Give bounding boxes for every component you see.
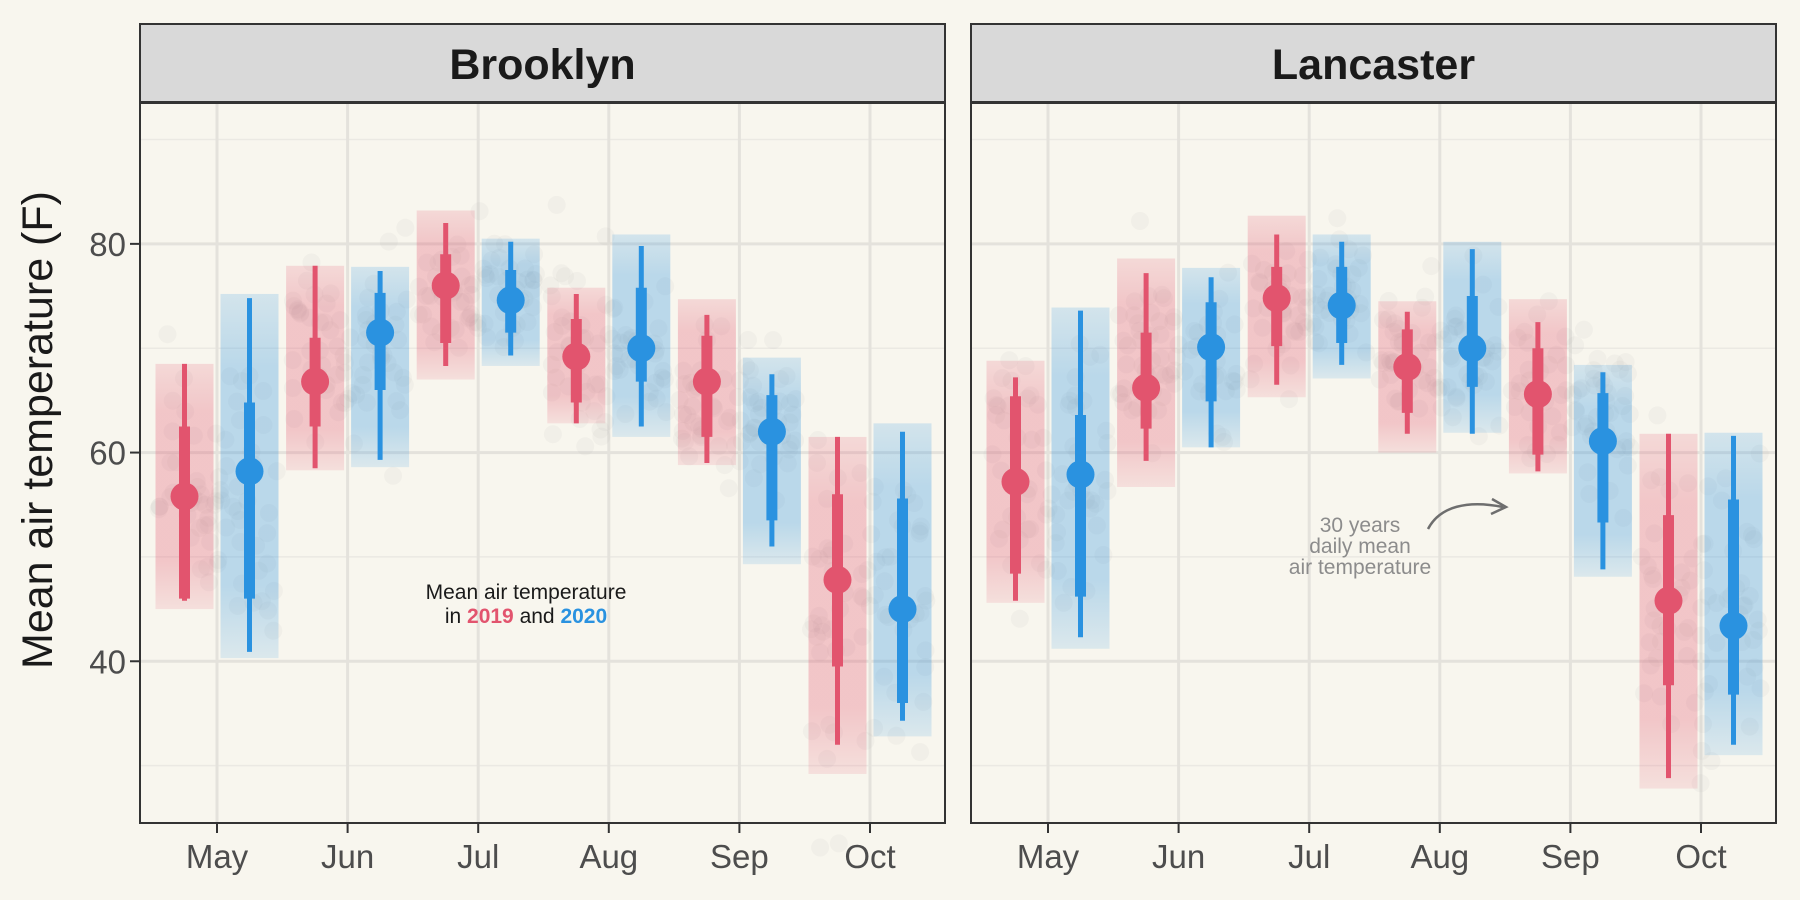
historical-point [552, 264, 571, 283]
historical-point [1588, 349, 1607, 368]
annotation-line: daily mean [1309, 535, 1411, 558]
mean-point [888, 595, 917, 624]
historical-point [1328, 209, 1347, 228]
panel-lancaster: Lancaster May Jun Jul Aug Sep Oct [970, 23, 1777, 875]
y-tick-label: 80 [89, 226, 126, 263]
mean-point [823, 565, 852, 594]
series-2019 [155, 210, 867, 774]
series-2019 [986, 215, 1698, 789]
panel-brooklyn: Brooklyn May Jun Jul Aug Sep Oct 40 60 80 [89, 23, 946, 875]
historical-point [1422, 257, 1441, 276]
mean-point [431, 271, 460, 300]
x-tick-label: Jun [321, 838, 374, 875]
mean-point [1654, 586, 1683, 615]
mean-point [1066, 460, 1095, 489]
mean-point [301, 367, 330, 396]
mean-point [757, 417, 786, 446]
historical-point [739, 331, 757, 349]
historical-point [543, 425, 562, 444]
x-tick-label: Jul [457, 838, 499, 875]
x-tick-label: May [1017, 838, 1080, 875]
annotation-arrow [1426, 503, 1504, 530]
historical-point [547, 195, 566, 214]
panel-strip [139, 23, 946, 103]
historical-point [591, 420, 610, 439]
historical-point [1010, 609, 1029, 628]
x-tick-label: Sep [1541, 838, 1600, 875]
historical-point [576, 437, 595, 456]
mean-point [1262, 284, 1291, 313]
historical-point [568, 272, 586, 290]
historical-point [719, 479, 738, 498]
y-tick-label: 60 [89, 435, 126, 472]
historical-point [1566, 336, 1585, 355]
panels-layer: Brooklyn May Jun Jul Aug Sep Oct 40 60 80 Lancaste… [89, 23, 1777, 875]
panel-border [139, 102, 946, 824]
historical-point [379, 232, 398, 251]
annotation-line: 30 years [1320, 514, 1401, 537]
historical-point [911, 743, 930, 762]
series-2020 [1051, 234, 1763, 756]
mean-point [366, 318, 395, 347]
historical-point [1131, 212, 1149, 230]
mean-point [235, 457, 264, 486]
mean-point [1523, 380, 1552, 409]
mean-point [496, 286, 525, 315]
x-tick-label: Oct [1675, 838, 1726, 875]
mean-point [1588, 427, 1617, 456]
x-tick-label: Aug [1410, 838, 1469, 875]
historical-point [1574, 320, 1593, 339]
historical-point [396, 218, 415, 237]
annotation-arrowhead [1490, 497, 1509, 516]
x-tick-label: Oct [844, 838, 895, 875]
x-tick-label: Sep [710, 838, 769, 875]
historical-point [592, 427, 611, 446]
mean-point [1001, 467, 1030, 496]
historical-point [1648, 406, 1667, 425]
panel-strip [970, 23, 1777, 103]
historical-point [829, 834, 848, 853]
x-tick-label: Jun [1152, 838, 1205, 875]
mean-point [1132, 373, 1161, 402]
historical-point [556, 267, 574, 286]
y-tick-label: 40 [89, 643, 126, 680]
series-2020 [220, 234, 932, 737]
y-axis-title: Mean air temperature (F) [14, 191, 62, 669]
historical-point [1702, 752, 1721, 771]
historical-point [596, 227, 615, 246]
panel-title: Lancaster [1272, 41, 1475, 89]
mean-point [1197, 333, 1226, 362]
historical-point [470, 202, 489, 221]
mean-point [1719, 611, 1748, 640]
x-tick-label: Jul [1288, 838, 1330, 875]
mean-point [1393, 353, 1422, 381]
mean-point [692, 367, 721, 396]
mean-point [1327, 291, 1356, 320]
x-tick-label: Aug [579, 838, 638, 875]
historical-point [764, 331, 783, 350]
legend-line2: in 2019 and 2020 [445, 605, 607, 628]
x-tick-label: May [186, 838, 249, 875]
historical-point [158, 325, 177, 344]
legend-line1: Mean air temperature [426, 581, 627, 604]
mean-point [627, 334, 656, 363]
historical-point [384, 466, 403, 485]
mean-point [562, 342, 591, 371]
historical-point [811, 838, 830, 857]
mean-point [1458, 334, 1487, 363]
panel-title: Brooklyn [449, 41, 635, 89]
mean-point [170, 482, 199, 511]
panel-border [970, 102, 1777, 824]
historical-point [1416, 287, 1435, 306]
annotation-line: air temperature [1289, 556, 1431, 579]
